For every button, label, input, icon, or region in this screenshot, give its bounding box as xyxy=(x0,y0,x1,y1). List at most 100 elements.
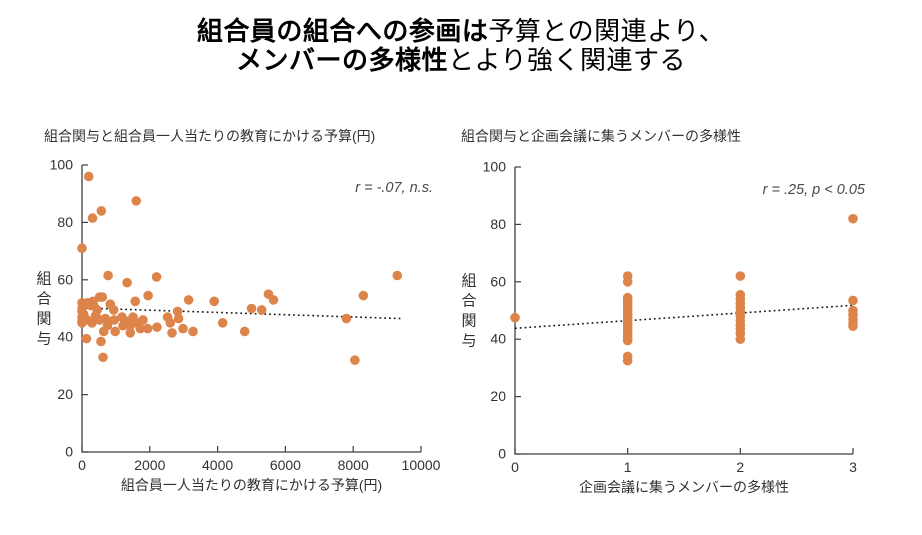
data-point xyxy=(188,326,198,337)
scatter-plot-svg: 0 20 40 60 80 100 0 2000 4000 6000 8000 10000 組合員一人当… xyxy=(36,157,441,494)
data-point xyxy=(110,326,121,337)
data-point xyxy=(108,305,119,315)
data-point xyxy=(622,335,633,346)
y-tick-label: 100 xyxy=(483,159,507,175)
data-point xyxy=(96,206,107,216)
page-title-line1-bold: 組合員の組合への参画は xyxy=(196,16,489,46)
y-tick-label: 0 xyxy=(65,444,73,460)
y-axis-label-char: 関 xyxy=(461,313,476,330)
y-axis-label-char: 関 xyxy=(36,311,51,328)
data-point xyxy=(125,328,136,338)
data-point xyxy=(109,315,120,325)
page-title-line1: 組合員の組合への参画は予算との関連より、 xyxy=(0,17,922,46)
data-point xyxy=(239,326,250,337)
data-point xyxy=(622,277,633,287)
chart-title: 組合関与と組合員一人当たりの教育にかける予算(円) xyxy=(44,128,376,144)
correlation-annotation: r = .25, p < 0.05 xyxy=(763,182,866,198)
data-point xyxy=(178,323,188,334)
x-tick-label: 6000 xyxy=(270,457,301,473)
y-axis-label-char: 合 xyxy=(36,291,51,308)
data-point xyxy=(165,318,176,328)
data-point xyxy=(118,320,128,331)
y-tick-label: 60 xyxy=(490,273,506,289)
data-point xyxy=(83,171,94,182)
data-point xyxy=(510,312,520,323)
data-point xyxy=(77,243,87,254)
y-tick-label: 80 xyxy=(490,216,506,232)
data-point xyxy=(622,355,633,366)
data-point xyxy=(848,295,858,306)
y-axis-label-char: 組 xyxy=(461,273,476,290)
data-point xyxy=(392,270,403,281)
data-point xyxy=(98,352,108,363)
data-point xyxy=(358,290,369,301)
data-point xyxy=(209,296,220,307)
data-point xyxy=(152,322,162,332)
data-point xyxy=(131,196,142,206)
y-axis-label-char: 与 xyxy=(36,331,51,348)
x-tick-label: 10000 xyxy=(402,457,441,473)
data-point xyxy=(268,295,279,305)
data-point xyxy=(151,272,162,282)
y-axis-label-char: 合 xyxy=(461,293,476,310)
data-point xyxy=(341,313,352,324)
page-title-line1-rest: 予算との関連より、 xyxy=(488,16,726,46)
data-point xyxy=(135,323,146,334)
data-point xyxy=(98,326,109,337)
chart-title: 組合関与と企画会議に集うメンバーの多様性 xyxy=(461,128,741,144)
page-title-line2: メンバーの多様性とより強く関連する xyxy=(0,46,922,75)
x-tick-label: 3 xyxy=(849,459,857,475)
correlation-annotation: r = -.07, n.s. xyxy=(355,180,433,196)
data-point xyxy=(142,323,153,334)
x-tick-label: 1 xyxy=(624,459,632,475)
y-axis-label-char: 与 xyxy=(461,333,476,350)
y-tick-label: 100 xyxy=(50,157,74,173)
x-tick-label: 4000 xyxy=(202,457,233,473)
data-point xyxy=(77,318,87,328)
data-point xyxy=(122,277,132,288)
data-point xyxy=(103,270,113,281)
data-point xyxy=(256,305,267,315)
y-tick-label: 80 xyxy=(57,214,73,230)
y-tick-label: 0 xyxy=(498,446,506,462)
y-tick-label: 60 xyxy=(57,271,73,287)
data-point xyxy=(183,295,194,305)
data-point xyxy=(735,334,746,344)
x-tick-label: 0 xyxy=(511,459,519,475)
scatter-chart-diversity: 組合関与と企画会議に集うメンバーの多様性 0 20 40 60 80 100 0 1 2 3 企画会議… xyxy=(453,124,889,524)
y-tick-label: 20 xyxy=(57,386,73,402)
data-point xyxy=(125,320,136,331)
data-point xyxy=(87,318,97,328)
scatter-chart-budget: 組合関与と組合員一人当たりの教育にかける予算(円) 0 20 40 60 80 100 0 20… xyxy=(30,124,442,524)
page-title-line2-bold: メンバーの多様性 xyxy=(236,45,449,75)
data-point xyxy=(350,355,360,365)
page-title: 組合員の組合への参画は予算との関連より、 メンバーの多様性とより強く関連する xyxy=(0,17,922,75)
trend-line xyxy=(514,304,854,330)
x-tick-label: 8000 xyxy=(338,457,369,473)
data-point xyxy=(735,271,746,281)
y-axis-label-char: 組 xyxy=(36,271,51,288)
data-point xyxy=(172,306,183,317)
data-point xyxy=(87,213,98,223)
x-tick-label: 2 xyxy=(736,459,744,475)
x-axis-label: 企画会議に集うメンバーの多様性 xyxy=(579,479,789,495)
y-tick-label: 20 xyxy=(490,388,506,404)
x-tick-label: 0 xyxy=(78,457,86,473)
data-point xyxy=(81,333,92,344)
data-point xyxy=(173,313,184,324)
data-point xyxy=(97,292,108,302)
data-point xyxy=(96,336,106,347)
data-point xyxy=(848,213,858,224)
scatter-plot-svg: 0 20 40 60 80 100 0 1 2 3 企画会議に集うメンバーの多様性 組合関与 r = .… xyxy=(461,159,866,496)
x-axis-label: 組合員一人当たりの教育にかける予算(円) xyxy=(121,477,382,493)
data-point xyxy=(217,318,228,328)
y-tick-label: 40 xyxy=(57,329,73,345)
x-tick-label: 2000 xyxy=(134,457,165,473)
data-point xyxy=(246,303,257,314)
page-title-line2-rest: とより強く関連する xyxy=(448,45,686,75)
y-tick-label: 40 xyxy=(490,331,506,347)
data-point xyxy=(130,296,141,307)
data-point xyxy=(143,290,153,301)
data-point xyxy=(167,328,177,338)
